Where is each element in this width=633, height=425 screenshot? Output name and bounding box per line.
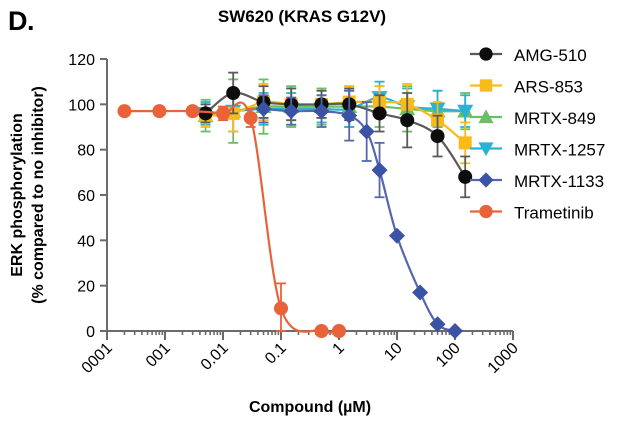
x-tick-label: 10 bbox=[381, 340, 406, 365]
data-point-diamond bbox=[447, 323, 463, 339]
x-tick-label: 0.01 bbox=[198, 340, 232, 374]
data-point-circle bbox=[226, 86, 241, 100]
chart-title: SW620 (KRAS G12V) bbox=[218, 7, 386, 26]
data-point-circle bbox=[198, 106, 213, 121]
x-tick-label: 1 bbox=[330, 340, 348, 358]
data-point-diamond bbox=[255, 100, 272, 117]
data-point-circle bbox=[372, 106, 387, 121]
y-tick-label: 80 bbox=[77, 143, 95, 160]
data-point-circle bbox=[243, 110, 258, 125]
data-point-circle bbox=[458, 169, 473, 184]
data-point-circle bbox=[314, 324, 329, 338]
legend-label: ARS-853 bbox=[514, 78, 583, 97]
x-axis-title: Compound (µM) bbox=[249, 399, 371, 416]
series-ars-853 bbox=[199, 83, 472, 165]
data-point-circle bbox=[274, 301, 288, 316]
x-tick-label: 0.1 bbox=[262, 340, 290, 368]
y-axis-title-line2: (% compared to no inhibitor) bbox=[30, 86, 47, 304]
legend-item-mrtx-849[interactable] bbox=[470, 109, 502, 124]
legend-label: MRTX-1257 bbox=[514, 141, 605, 160]
data-point-circle bbox=[479, 204, 493, 219]
series-line bbox=[124, 101, 340, 334]
legend-item-trametinib[interactable] bbox=[470, 204, 502, 219]
x-tick-label: 1000 bbox=[485, 340, 522, 377]
data-point-circle bbox=[152, 104, 167, 119]
data-point-diamond bbox=[429, 316, 446, 333]
legend-item-amg-510[interactable] bbox=[470, 47, 502, 61]
y-tick-label: 60 bbox=[77, 188, 95, 205]
panel-letter: D. bbox=[8, 6, 34, 36]
series-line bbox=[204, 91, 467, 178]
data-point-circle bbox=[430, 129, 445, 144]
series-trametinib bbox=[117, 101, 346, 338]
x-tick-label: 100 bbox=[433, 340, 464, 371]
legend-label: MRTX-849 bbox=[514, 109, 596, 128]
data-point-diamond bbox=[358, 123, 375, 140]
x-tick-label: 001 bbox=[143, 340, 174, 371]
legend-label: Trametinib bbox=[514, 204, 594, 223]
y-axis-title-line1: ERK phosphorylation bbox=[9, 113, 26, 277]
data-point-circle bbox=[185, 104, 200, 119]
data-point-diamond bbox=[412, 284, 429, 301]
data-point-diamond bbox=[341, 107, 358, 124]
data-point-circle bbox=[400, 113, 415, 128]
data-point-circle bbox=[216, 106, 230, 121]
legend-item-mrtx-1257[interactable] bbox=[470, 142, 502, 157]
x-tick-label: 0001 bbox=[79, 340, 116, 377]
data-point-square bbox=[458, 136, 472, 150]
data-point-circle bbox=[479, 47, 493, 61]
data-point-diamond bbox=[313, 103, 330, 120]
y-tick-label: 20 bbox=[77, 279, 95, 296]
y-tick-label: 120 bbox=[68, 52, 95, 69]
y-tick-label: 0 bbox=[86, 324, 95, 341]
legend-item-mrtx-1133[interactable] bbox=[470, 172, 502, 188]
series-amg-510 bbox=[198, 71, 473, 199]
legend-label: MRTX-1133 bbox=[514, 172, 604, 191]
y-tick-label: 100 bbox=[68, 97, 95, 114]
legend-label: AMG-510 bbox=[514, 46, 587, 65]
y-tick-label: 40 bbox=[77, 233, 95, 250]
series-line bbox=[263, 107, 456, 333]
data-point-diamond bbox=[283, 103, 300, 120]
data-point-triangle-down bbox=[478, 142, 494, 157]
data-point-triangle-up bbox=[478, 109, 494, 124]
data-point-circle bbox=[117, 104, 132, 119]
data-point-triangle-down bbox=[457, 104, 474, 120]
data-point-diamond bbox=[389, 227, 405, 244]
legend-item-ars-853[interactable] bbox=[470, 79, 502, 92]
series-mrtx-1133 bbox=[255, 89, 463, 339]
data-point-diamond bbox=[478, 172, 494, 188]
data-point-square bbox=[479, 79, 493, 92]
data-point-circle bbox=[332, 324, 346, 338]
data-point-diamond bbox=[371, 162, 388, 179]
